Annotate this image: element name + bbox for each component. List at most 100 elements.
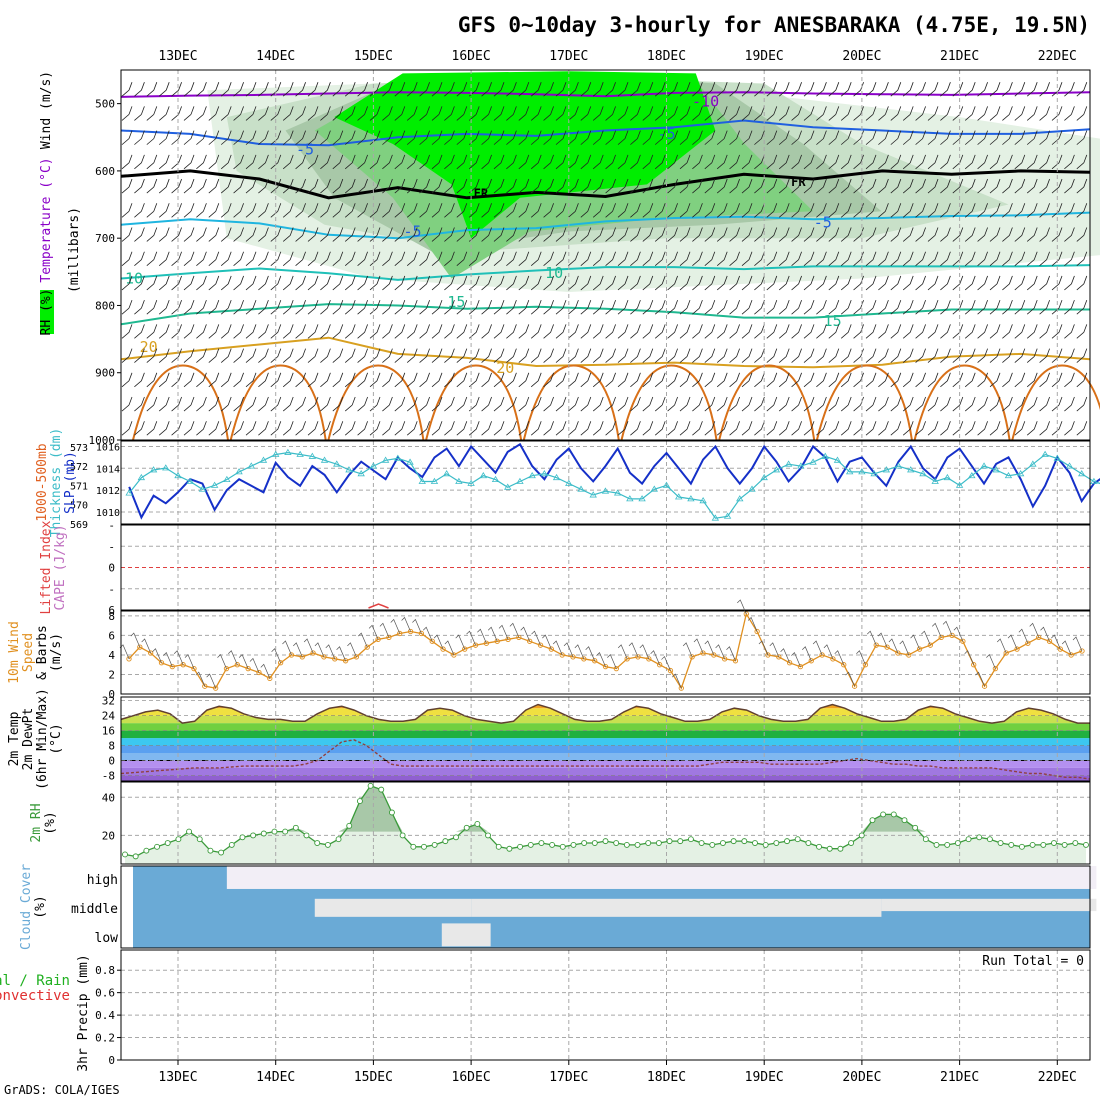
wind-barb [952,178,964,194]
wind-barb [258,227,269,242]
wind-barb [357,251,368,267]
thickness-point [980,462,988,469]
wind-barb [642,396,654,412]
wind-barb [580,348,592,363]
rh2m-point [858,832,865,839]
wind-barb [134,130,145,145]
wind-barb [196,251,207,267]
wind-speed-point [429,638,435,644]
slp-line [128,442,1100,520]
rh2m-point [335,836,342,843]
wind-barb [778,300,790,315]
wind-barb [692,130,703,145]
wind-barb [667,372,678,388]
isotherm-20 [120,336,1091,369]
wind-barb [716,275,728,291]
wind-barb [506,227,517,242]
thickness-slp-ylabel: 1000-500mb [35,443,50,521]
wind-barb [585,646,595,661]
wind-barb [715,644,725,659]
thickness-point [760,473,768,481]
cape-li-tick-label: - [108,583,115,596]
wind-barb [121,396,133,412]
wind-barb [692,106,703,121]
wind-barb [530,396,542,412]
cloud-cover-ylabel: Cloud Cover [19,864,34,950]
wind-barb [816,421,827,436]
wind-barb [121,372,133,388]
upper-air-mb-ylabel: (millibars) [67,207,82,293]
wind-speed-point [158,660,165,666]
wind-barb [853,421,864,436]
wind-barb [630,227,641,242]
wind-barb [406,372,418,388]
wind-barb [134,227,145,242]
thickness-point [675,493,683,500]
isotherm-label: 20 [496,359,514,377]
wind-barb [1076,396,1088,412]
wind-barb [394,348,406,363]
rh2m-frame [120,781,1091,865]
wind-speed-point [743,611,749,617]
thickness-point [882,466,891,473]
wind-barb [357,324,368,339]
rh2m-point [324,841,331,848]
wind-barb [977,421,988,436]
rh2m-point [314,840,321,846]
wind-barb [989,372,1001,388]
wind-barb [1026,348,1038,363]
wind-barb [716,227,728,242]
wind-barb [183,130,195,145]
thickness-point [149,466,158,473]
wind-barb [605,130,616,145]
wind-barb [444,348,455,363]
wind-barb [878,130,889,145]
wind-barb [741,324,753,339]
wind-barb [481,275,492,291]
wind-barb [344,396,356,412]
isotherm-label: -10 [692,93,719,111]
wind-barb [816,348,827,363]
rh2m-point [698,840,705,846]
wind-barb [332,372,344,388]
wind-barb [989,178,1001,194]
wind-barb [1014,275,1026,291]
thickness-point [540,470,549,477]
wind-barb [704,251,716,267]
wind-barb [518,106,530,121]
wind-barb [580,324,592,339]
wind-barb [555,130,567,145]
wind-barb [741,106,753,121]
top-date-17DEC: 17DEC [549,49,588,64]
wind-barb [865,227,877,242]
wind-barb [320,421,331,436]
wind-barb [208,251,220,267]
wind-barb [506,82,517,97]
temp-tick-label: 16 [102,725,115,738]
temp-tick-label: -8 [102,769,115,782]
wind-barb [927,251,939,267]
wind-barb [444,154,455,170]
wind-barb [146,348,158,363]
wind-barb [878,106,889,121]
wind-barb [171,421,182,436]
wind-speed-point [212,685,219,691]
wind-barb [530,203,542,218]
wind-barb [1076,251,1088,267]
wind-barb [927,396,939,412]
rh2m-point [687,836,694,843]
wind-barb [238,653,249,669]
rh2m-point [1029,841,1036,848]
wind-barb [518,324,530,339]
wind-barb [890,396,902,412]
thickness-point [699,497,707,504]
wind-barb [152,648,162,663]
thickness-point [955,481,964,488]
wind-barb [902,82,914,97]
wind-barb [332,203,344,218]
wind-barb [654,348,666,363]
wind-barb [530,372,542,388]
wind-barb [530,348,542,363]
wind-barb [964,82,976,97]
wind-barb [406,82,418,97]
